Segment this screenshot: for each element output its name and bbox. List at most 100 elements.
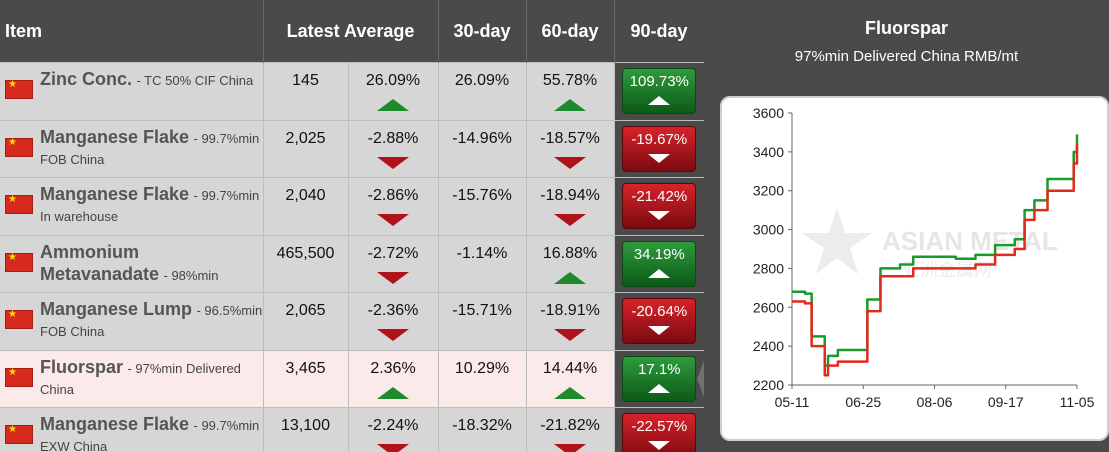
selected-row-pointer <box>697 353 707 405</box>
60-day-value: -18.94% <box>540 187 600 204</box>
90-day-badge[interactable]: -22.57% <box>622 413 697 452</box>
item-cell: Manganese Lump - 96.5%min FOB China <box>0 292 264 350</box>
down-arrow-icon <box>554 444 587 452</box>
30-day-value: -18.32% <box>452 417 512 434</box>
item-cell: Zinc Conc. - TC 50% CIF China <box>0 62 264 120</box>
latest-average-value: 145 <box>292 72 319 89</box>
chart-container: ASIAN METAL 亚洲金属网 2200 2400 2600 2800 3000 3200… <box>720 96 1109 441</box>
latest-average-cell: 465,500 <box>263 234 349 293</box>
down-arrow-icon <box>648 211 671 220</box>
down-arrow-icon <box>554 156 587 169</box>
up-arrow-icon <box>554 386 587 399</box>
x-tick-label: 06-25 <box>845 394 881 410</box>
table-row[interactable]: Manganese Flake - 99.7%min FOB China 2,02… <box>0 119 704 178</box>
header-60-day[interactable]: 60-day <box>526 0 615 63</box>
item-cell: Manganese Flake - 99.7%min EXW China <box>0 407 264 452</box>
header-30-day[interactable]: 30-day <box>438 0 527 63</box>
chart-title: Fluorspar <box>864 18 948 38</box>
china-flag-icon <box>5 367 33 387</box>
change-value: -2.24% <box>367 417 419 434</box>
down-arrow-icon <box>648 326 671 335</box>
header-latest-average[interactable]: Latest Average <box>263 0 439 63</box>
item-name[interactable]: Manganese Lump <box>40 299 193 319</box>
30-day-value: 10.29% <box>454 359 510 377</box>
90-day-value: 17.1% <box>637 360 681 378</box>
latest-average-value: 2,040 <box>285 187 326 204</box>
y-tick-label: 3600 <box>753 105 784 121</box>
china-flag-icon <box>5 252 33 272</box>
x-tick-label: 11-05 <box>1060 394 1095 410</box>
y-tick-label: 3400 <box>753 144 784 160</box>
latest-average-value: 2,065 <box>285 302 326 319</box>
90-day-badge[interactable]: -19.67% <box>622 125 697 172</box>
watermark-star-icon <box>802 208 872 274</box>
china-flag-icon <box>5 194 33 214</box>
change-value: -2.88% <box>367 129 419 147</box>
y-tick-label: 2800 <box>753 260 784 276</box>
change-value: -2.72% <box>367 244 419 262</box>
60-day-cell: -18.91% <box>526 292 615 350</box>
latest-average-value: 2,025 <box>285 129 326 147</box>
60-day-value: 14.44% <box>542 359 598 377</box>
30-day-cell: -1.14% <box>438 234 527 293</box>
30-day-value: -14.96% <box>452 129 512 147</box>
item-cell: Fluorspar - 97%min Delivered China <box>0 349 264 408</box>
90-day-badge[interactable]: -20.64% <box>622 298 697 344</box>
item-name[interactable]: Fluorspar <box>40 356 124 377</box>
item-name[interactable]: Ammonium Metavanadate <box>40 241 160 284</box>
up-arrow-icon <box>648 268 671 278</box>
60-day-cell: 16.88% <box>526 234 615 293</box>
item-detail: - 99.7%min FOB China <box>40 130 260 167</box>
down-arrow-icon <box>648 153 671 163</box>
up-arrow-icon <box>648 383 671 393</box>
item-cell: Manganese Flake - 99.7%min In warehouse <box>0 177 264 235</box>
latest-average-cell: 13,100 <box>263 407 349 452</box>
table-row[interactable]: Manganese Flake - 99.7%min EXW China 13,1… <box>0 407 704 452</box>
item-cell: Manganese Flake - 99.7%min FOB China <box>0 119 264 178</box>
item-name[interactable]: Manganese Flake <box>40 414 190 434</box>
up-arrow-icon <box>648 96 671 105</box>
90-day-badge[interactable]: 17.1% <box>622 355 697 402</box>
90-day-cell: -19.67% <box>614 119 704 178</box>
30-day-value: -15.71% <box>452 302 512 319</box>
change-cell: -2.72% <box>348 234 439 293</box>
down-arrow-icon <box>377 444 409 452</box>
up-arrow-icon <box>554 99 587 111</box>
change-value: -2.36% <box>367 302 419 319</box>
down-arrow-icon <box>377 214 409 226</box>
item-name[interactable]: Zinc Conc. <box>40 69 133 89</box>
price-table-panel: Item Latest Average 30-day 60-day 90-day… <box>0 0 704 452</box>
item-name[interactable]: Manganese Flake <box>40 126 190 147</box>
table-row[interactable]: Manganese Flake - 99.7%min In warehouse 2… <box>0 177 704 235</box>
item-detail: - 97%min Delivered China <box>40 360 241 397</box>
header-item[interactable]: Item <box>0 0 264 63</box>
table-row[interactable]: Manganese Lump - 96.5%min FOB China 2,065… <box>0 292 704 350</box>
y-tick-label: 3200 <box>753 183 784 199</box>
change-value: 26.09% <box>365 72 421 89</box>
down-arrow-icon <box>377 156 409 169</box>
china-flag-icon <box>5 424 33 444</box>
90-day-badge[interactable]: -21.42% <box>622 183 697 229</box>
90-day-badge[interactable]: 109.73% <box>622 68 697 114</box>
table-row[interactable]: Zinc Conc. - TC 50% CIF China 145 26.09% 26… <box>0 62 704 120</box>
x-tick-label: 08-06 <box>917 394 953 410</box>
item-name[interactable]: Manganese Flake <box>40 184 190 204</box>
table-row[interactable]: Fluorspar - 97%min Delivered China 3,465 2… <box>0 349 704 408</box>
up-arrow-icon <box>377 386 409 399</box>
y-tick-label: 2200 <box>753 377 784 393</box>
table-header-row: Item Latest Average 30-day 60-day 90-day <box>0 0 704 63</box>
90-day-value: 34.19% <box>633 245 685 263</box>
table-row[interactable]: Ammonium Metavanadate - 98%min 465,500 -2.… <box>0 234 704 293</box>
90-day-badge[interactable]: 34.19% <box>622 240 697 287</box>
latest-average-cell: 2,025 <box>263 119 349 178</box>
item-detail: - TC 50% CIF China <box>136 73 254 88</box>
item-detail: - 96.5%min FOB China <box>40 303 263 339</box>
up-arrow-icon <box>554 271 587 284</box>
latest-average-value: 3,465 <box>285 359 326 377</box>
latest-average-cell: 2,065 <box>263 292 349 350</box>
90-day-cell: 17.1% <box>614 349 704 408</box>
30-day-cell: 10.29% <box>438 349 527 408</box>
latest-average-value: 465,500 <box>276 244 335 262</box>
header-90-day[interactable]: 90-day <box>614 0 704 63</box>
90-day-cell: -20.64% <box>614 292 704 350</box>
